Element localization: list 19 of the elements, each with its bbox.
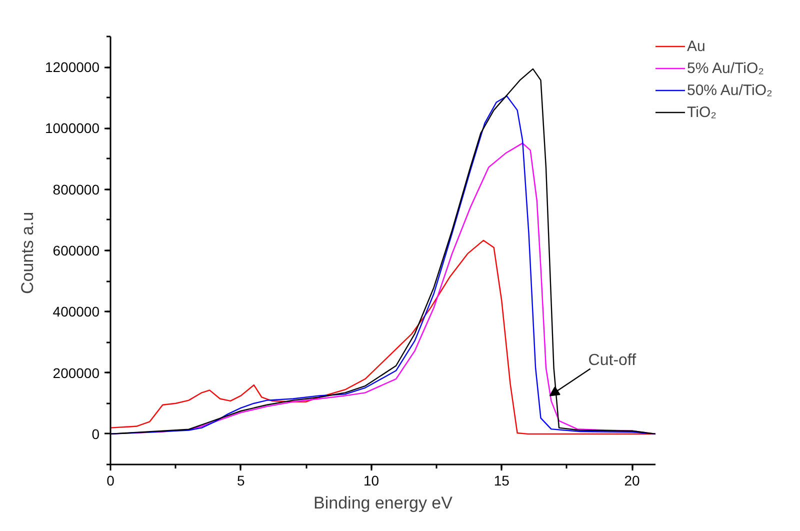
y-tick-label: 200000 — [52, 364, 100, 381]
x-tick-label: 5 — [236, 472, 245, 488]
x-tick-label: 10 — [363, 472, 380, 488]
legend-label: Au — [687, 38, 706, 54]
y-tick-label: 1000000 — [44, 120, 100, 136]
y-tick-label: 400000 — [52, 304, 100, 320]
y-tick-label: 1200000 — [44, 59, 100, 76]
y-tick-label: 600000 — [52, 242, 100, 258]
x-axis-title: Binding energy eV — [314, 494, 454, 512]
x-tick-label: 15 — [494, 472, 510, 488]
y-tick-label: 800000 — [52, 181, 100, 198]
x-tick-label: 0 — [106, 472, 115, 488]
annotation: Cut-off — [588, 352, 637, 369]
legend-label: 50% Au/TiO₂ — [687, 82, 772, 98]
x-tick-label: 20 — [624, 472, 640, 488]
y-axis-title: Counts a.u — [18, 212, 37, 294]
legend-label: TiO₂ — [687, 104, 716, 120]
y-tick-label: 0 — [92, 426, 100, 442]
legend-label: 5% Au/TiO₂ — [687, 60, 764, 76]
